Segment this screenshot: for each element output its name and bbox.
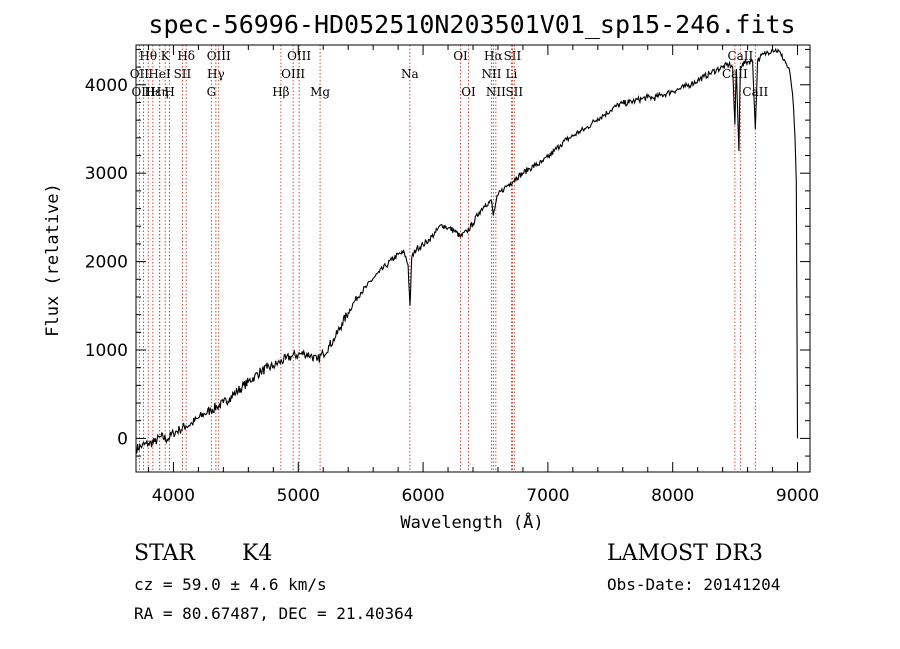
x-axis-ticks: 4000 5000 6000 7000 8000 9000 bbox=[147, 45, 819, 506]
line-label: Na bbox=[401, 67, 419, 81]
line-label: OII bbox=[130, 67, 150, 81]
line-label: OIII bbox=[281, 67, 305, 81]
line-label: H bbox=[164, 85, 174, 99]
line-label: NII bbox=[481, 67, 501, 81]
line-label: OIII bbox=[207, 49, 231, 63]
chart-title: spec-56996-HD052510N203501V01_sp15-246.f… bbox=[148, 10, 795, 39]
line-label: SII bbox=[505, 85, 523, 99]
spectrum-series bbox=[135, 47, 799, 454]
line-label: SII bbox=[174, 67, 192, 81]
line-label: OI bbox=[453, 49, 468, 63]
survey-name: LAMOST DR3 bbox=[607, 541, 763, 566]
line-label: K bbox=[161, 49, 171, 63]
line-label: Hα bbox=[484, 49, 503, 63]
line-label: Hθ bbox=[139, 49, 157, 63]
plot-frame bbox=[135, 44, 811, 473]
y-tick-label: 3000 bbox=[85, 164, 128, 184]
y-tick-label: 2000 bbox=[85, 253, 128, 273]
x-tick-label: 4000 bbox=[152, 486, 195, 506]
y-tick-label: 1000 bbox=[85, 341, 128, 361]
line-label: Hε bbox=[145, 85, 162, 99]
line-label: Mg bbox=[310, 85, 330, 99]
line-label: SII bbox=[504, 49, 522, 63]
line-label: Li bbox=[506, 67, 518, 81]
y-tick-label: 4000 bbox=[85, 76, 128, 96]
line-label: OI bbox=[461, 85, 476, 99]
y-axis-label: Flux (relative) bbox=[43, 183, 63, 337]
line-label: Hγ bbox=[207, 67, 225, 81]
obs-date: Obs-Date: 20141204 bbox=[607, 575, 780, 594]
x-tick-label: 8000 bbox=[651, 486, 694, 506]
line-label: NII bbox=[486, 85, 506, 99]
object-class: STAR bbox=[134, 541, 196, 566]
y-axis-ticks: 0 1000 2000 3000 4000 bbox=[85, 48, 810, 457]
coordinates: RA = 80.67487, DEC = 21.40364 bbox=[134, 604, 413, 623]
line-label: OIII bbox=[131, 85, 155, 99]
y-tick-label: 0 bbox=[117, 429, 128, 449]
line-label: G bbox=[207, 85, 217, 99]
object-subclass: K4 bbox=[242, 541, 272, 566]
line-label: CaII bbox=[742, 85, 768, 99]
line-label: CaII bbox=[722, 67, 748, 81]
x-axis-label: Wavelength (Å) bbox=[400, 511, 543, 533]
line-label: Hδ bbox=[177, 49, 195, 63]
line-label: Hβ bbox=[272, 85, 289, 99]
x-tick-label: 5000 bbox=[277, 486, 320, 506]
x-tick-label: 7000 bbox=[526, 486, 569, 506]
x-tick-label: 6000 bbox=[401, 486, 444, 506]
redshift-cz: cz = 59.0 ± 4.6 km/s bbox=[134, 575, 327, 594]
line-label: OIII bbox=[287, 49, 311, 63]
line-label: Hη bbox=[151, 85, 169, 99]
x-tick-label: 9000 bbox=[776, 486, 819, 506]
line-label: CaII bbox=[727, 49, 753, 63]
